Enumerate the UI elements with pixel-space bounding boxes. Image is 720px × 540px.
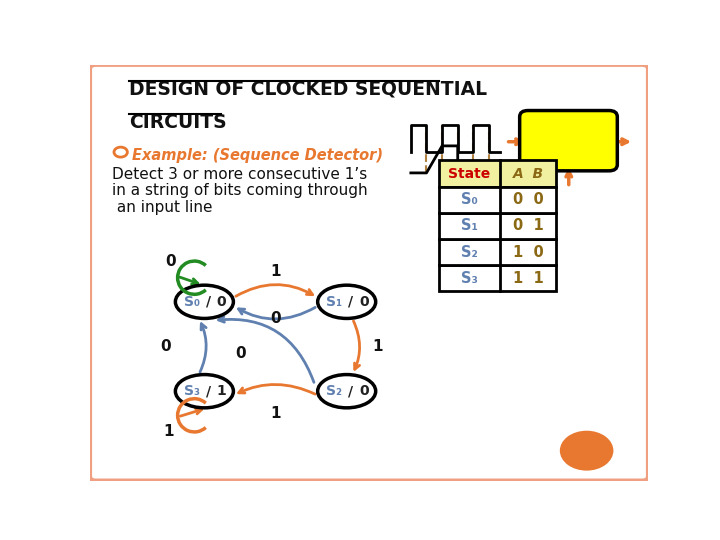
Bar xyxy=(438,160,556,187)
Text: 0  1: 0 1 xyxy=(513,218,544,233)
Circle shape xyxy=(114,147,127,157)
Text: S₃: S₃ xyxy=(461,271,478,286)
Text: 0: 0 xyxy=(235,346,246,361)
Text: 1: 1 xyxy=(271,265,281,279)
FancyBboxPatch shape xyxy=(90,65,648,481)
Bar xyxy=(438,265,556,292)
FancyBboxPatch shape xyxy=(520,111,617,171)
Text: CIRCUITS: CIRCUITS xyxy=(129,113,227,132)
Text: 0: 0 xyxy=(166,254,176,268)
Text: 0: 0 xyxy=(359,384,369,398)
Bar xyxy=(438,213,556,239)
Text: Detect 3 or more consecutive 1’s: Detect 3 or more consecutive 1’s xyxy=(112,167,368,181)
Ellipse shape xyxy=(176,375,233,408)
Text: 0: 0 xyxy=(160,339,171,354)
Text: S₁: S₁ xyxy=(326,295,342,309)
Text: in a string of bits coming through: in a string of bits coming through xyxy=(112,183,368,198)
Text: /: / xyxy=(206,384,211,398)
Text: 1: 1 xyxy=(271,406,281,421)
Text: A  B: A B xyxy=(513,166,544,180)
Text: 0: 0 xyxy=(359,295,369,309)
Text: Example: (Sequence Detector): Example: (Sequence Detector) xyxy=(132,148,383,163)
Text: 1: 1 xyxy=(163,424,174,440)
Text: 0: 0 xyxy=(271,311,281,326)
Bar xyxy=(438,187,556,213)
Text: /: / xyxy=(348,295,354,309)
Text: S₀: S₀ xyxy=(461,192,478,207)
Circle shape xyxy=(560,431,613,471)
Text: 1  0: 1 0 xyxy=(513,245,544,260)
Ellipse shape xyxy=(318,285,376,319)
Text: S₀: S₀ xyxy=(184,295,200,309)
Ellipse shape xyxy=(176,285,233,319)
Text: 1: 1 xyxy=(372,339,382,354)
Text: S₂: S₂ xyxy=(461,245,478,260)
Text: 1  1: 1 1 xyxy=(513,271,544,286)
Text: /: / xyxy=(206,295,211,309)
Text: DESIGN OF CLOCKED SEQUENTIAL: DESIGN OF CLOCKED SEQUENTIAL xyxy=(129,79,487,98)
Text: an input line: an input line xyxy=(112,200,213,215)
Text: 1: 1 xyxy=(217,384,226,398)
Text: /: / xyxy=(348,384,354,398)
Text: S₃: S₃ xyxy=(184,384,200,398)
Text: S₁: S₁ xyxy=(461,218,478,233)
Bar xyxy=(438,239,556,265)
Text: State: State xyxy=(449,166,490,180)
Ellipse shape xyxy=(318,375,376,408)
Text: 0: 0 xyxy=(217,295,226,309)
Text: S₂: S₂ xyxy=(326,384,342,398)
Text: 0  0: 0 0 xyxy=(513,192,544,207)
